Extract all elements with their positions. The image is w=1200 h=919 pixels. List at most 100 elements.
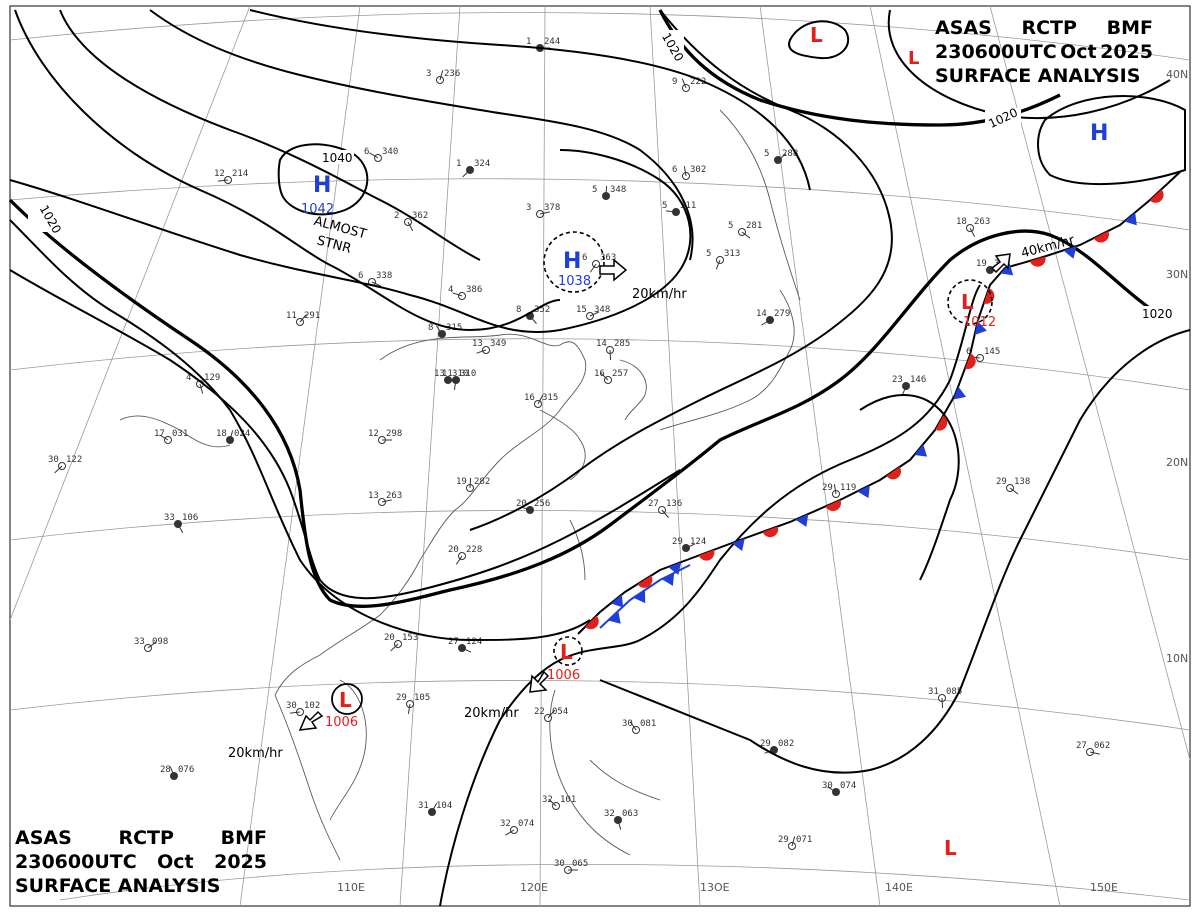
header-title: SURFACE ANALYSIS [15, 875, 221, 897]
low-symbol: L [560, 640, 573, 664]
station-pressure: 063 [622, 809, 638, 819]
station-temperature: 6 [966, 347, 971, 357]
station-temperature: 5 [764, 149, 769, 159]
chart-header-bottom: ASAS RCTP BMF 230600UTC Oct 2025 SURFACE ANA… [15, 826, 267, 898]
header-center: RCTP [118, 827, 174, 849]
station-pressure: 324 [474, 159, 490, 169]
station-temperature: 33 [164, 513, 175, 523]
station-pressure: 145 [984, 347, 1000, 357]
station-temperature: 5 [662, 201, 667, 211]
station-temperature: 30 [622, 719, 633, 729]
wind-barb-icon [462, 169, 471, 178]
station-temperature: 33 [134, 637, 145, 647]
station-pressure: 362 [412, 211, 428, 221]
warm-front-semicircle-icon [964, 353, 976, 370]
latitude-lines [9, 12, 1191, 901]
high-center-ne: H [1090, 121, 1108, 146]
station-pressure: 378 [544, 203, 560, 213]
wind-barb-icon [833, 484, 837, 495]
cold-front-triangle-icon [1000, 262, 1014, 276]
cold-front [599, 564, 691, 629]
wind-barb-icon [681, 78, 687, 89]
wind-barb-icon [969, 227, 976, 238]
station-pressure: 054 [552, 707, 568, 717]
station-pressure: 102 [304, 701, 320, 711]
station-pressure: 082 [778, 739, 794, 749]
wind-barb-icon [537, 394, 544, 405]
low-symbol: L [339, 688, 352, 712]
lon-label-150: 150E [1090, 881, 1118, 894]
station-temperature: 29 [822, 483, 833, 493]
low-center-1006-west: L 1006 20km/hr [228, 683, 363, 761]
lat-label-20: 20N [1166, 456, 1188, 469]
station-temperature: 29 [760, 739, 771, 749]
high-pressure-value: 1042 [301, 202, 334, 217]
stationary-front [577, 171, 1181, 635]
station-temperature: 20 [448, 545, 459, 555]
station-pressure: 085 [946, 687, 962, 697]
station-pressure: 236 [444, 69, 460, 79]
lon-label-130: 13OE [700, 881, 730, 894]
isobar-label: 1020 [1142, 307, 1173, 321]
low-pressure-value: 1012 [963, 315, 996, 330]
chart-header-top: ASAS RCTP BMF 230600UTC Oct 2025 SURFACE ANA… [935, 16, 1153, 88]
station-temperature: 6 [672, 165, 677, 175]
warm-front-semicircle-icon [1029, 256, 1046, 267]
high-symbol: H [563, 249, 581, 274]
wind-barb-icon [548, 798, 557, 807]
station-temperature: 13 [434, 369, 445, 379]
wind-barb-icon [683, 166, 687, 177]
station-temperature: 32 [500, 819, 511, 829]
wind-barb-icon [469, 477, 472, 489]
wind-barb-icon [218, 179, 229, 182]
wind-barb-icon [371, 281, 382, 287]
station-pressure: 106 [182, 513, 198, 523]
cold-front-triangle-icon [633, 590, 646, 604]
wind-barb-icon [741, 231, 751, 239]
header-agency: ASAS [15, 827, 72, 849]
station-pressure: 124 [690, 537, 706, 547]
cold-front-triangle-icon [974, 321, 987, 336]
warm-front-semicircle-icon [886, 466, 901, 480]
station-pressure: 228 [466, 545, 482, 555]
station-pressure: 282 [474, 477, 490, 487]
wind-barb-icon [609, 349, 612, 361]
cold-front-triangle-icon [608, 610, 621, 624]
low-symbol: L [961, 290, 974, 314]
wind-barb-icon [666, 210, 677, 213]
low-center-southeast: L [944, 836, 957, 860]
wind-barb-icon [447, 379, 458, 383]
wind-barb-icon [539, 211, 550, 215]
station-temperature: 12 [368, 429, 379, 439]
header-agency: ASAS [935, 17, 992, 39]
station-temperature: 23 [892, 375, 903, 385]
station-pressure: 310 [460, 369, 476, 379]
wind-barb-icon [661, 509, 669, 518]
station-pressure: 349 [490, 339, 506, 349]
station-temperature: 5 [728, 221, 733, 231]
wind-barb-icon [439, 70, 444, 81]
station-pressure: 024 [234, 429, 250, 439]
wind-barb-icon [547, 710, 555, 719]
wind-barb-icon [605, 185, 608, 197]
wind-barb-icon [431, 802, 438, 813]
station-temperature: 13 [368, 491, 379, 501]
station-temperature: 1 [456, 159, 461, 169]
station-pressure: 256 [534, 499, 550, 509]
wind-barb-icon [407, 703, 411, 714]
wind-barb-icon [901, 385, 907, 396]
high-pressure-value: 1038 [558, 274, 591, 289]
movement-speed: 20km/hr [632, 287, 687, 302]
station-temperature: 5 [706, 249, 711, 259]
station-temperature: 14 [756, 309, 767, 319]
station-temperature: 19 [976, 259, 987, 269]
warm-front-semicircle-icon [1093, 230, 1109, 243]
cold-front-triangle-icon [795, 513, 809, 527]
station-pressure: 071 [796, 835, 812, 845]
wind-barb-icon [1089, 751, 1100, 755]
wind-barb-icon [777, 153, 787, 161]
station-temperature: 29 [396, 693, 407, 703]
low-pressure-value: 1006 [325, 715, 358, 730]
wind-barb-icon [54, 465, 63, 474]
